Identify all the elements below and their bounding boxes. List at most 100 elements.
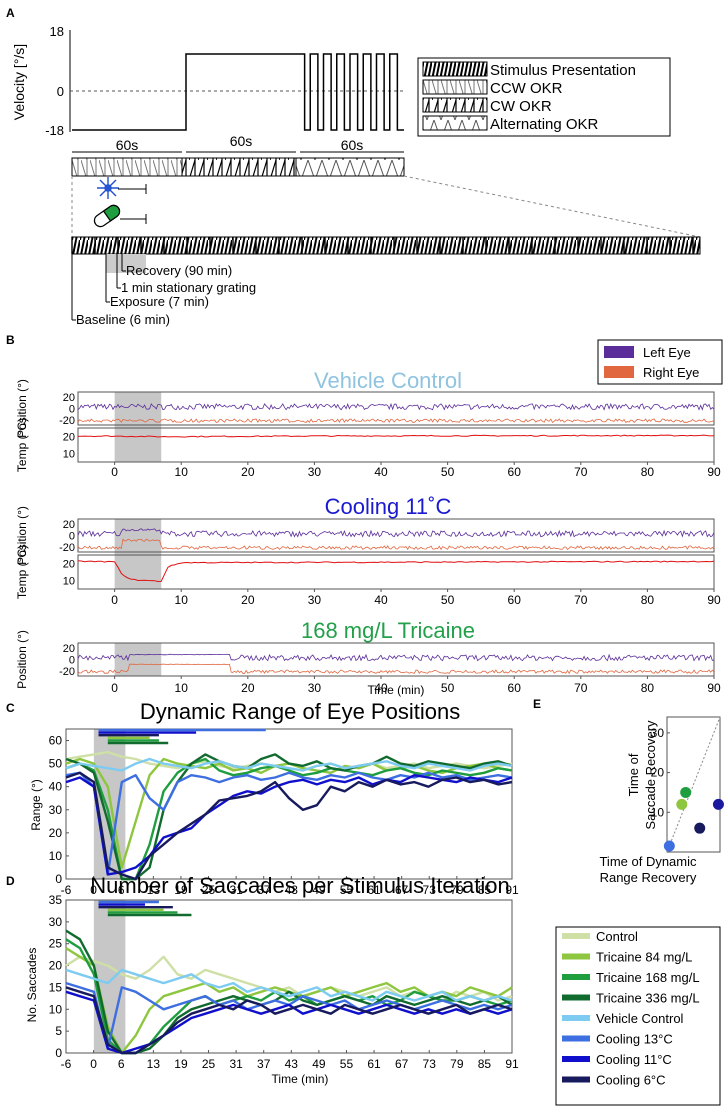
velocity-tick-0: 0 — [57, 84, 64, 99]
x-tick-label: 80 — [641, 681, 655, 695]
y-tick-label: 0 — [55, 1046, 62, 1060]
y-tick-label: 35 — [49, 893, 63, 907]
position-tick-label: -20 — [59, 666, 75, 678]
x-tick-label: 31 — [229, 883, 243, 897]
timeline-label-recovery: Recovery (90 min) — [126, 263, 232, 278]
scatter-point-tricaine-168-mg-l — [680, 786, 692, 798]
scatter-point-cooling-11-c — [712, 798, 724, 810]
position-plot-frame — [77, 642, 715, 677]
experiment-timeline — [71, 236, 701, 255]
legend-label-alternating: Alternating OKR — [490, 116, 599, 133]
panel-d-xlabel: Time (min) — [272, 1072, 329, 1086]
x-tick-label: 85 — [478, 883, 492, 897]
snowflake-icon — [97, 177, 119, 199]
x-tick-label: 60 — [508, 593, 522, 607]
series-line-vehicle-control — [65, 968, 513, 1002]
legend-label: Cooling 13°C — [596, 1032, 673, 1047]
timeline-label-grating: 1 min stationary grating — [121, 280, 256, 295]
y-tick-label: 50 — [49, 757, 63, 771]
condition-title-vehicle: Vehicle Control — [314, 368, 462, 393]
timeline-label-exposure: Exposure (7 min) — [110, 294, 209, 309]
x-tick-label: 20 — [241, 465, 255, 479]
y-tick-label: 10 — [49, 849, 63, 863]
x-tick-label: 0 — [111, 465, 118, 479]
legend-label: Tricaine 168 mg/L — [596, 970, 700, 985]
x-tick-label: 13 — [147, 1057, 161, 1071]
velocity-tick-18: 18 — [50, 24, 64, 39]
x-tick-label: 31 — [229, 1057, 243, 1071]
temperature-trace — [77, 560, 715, 583]
y-tick-label: 60 — [49, 734, 63, 748]
legend-swatch-cw — [422, 97, 488, 113]
y-tick-label: 20 — [49, 959, 63, 973]
alternating-wave-line — [298, 53, 404, 131]
right-eye-trace — [77, 538, 715, 551]
x-tick-label: 0 — [111, 681, 118, 695]
alternating-velocity-trace — [298, 53, 404, 131]
panel-c-title: Dynamic Range of Eye Positions — [140, 699, 460, 724]
position-axis-label: Position (°) — [15, 506, 29, 565]
x-tick-label: 10 — [175, 681, 189, 695]
x-tick-label: 40 — [374, 465, 388, 479]
position-plot-frame — [77, 391, 715, 426]
x-tick-label: 60 — [508, 465, 522, 479]
exposure-shade — [106, 254, 146, 273]
x-tick-label: 60 — [508, 681, 522, 695]
panel-e-ylabel-line2: Saccade Recovery — [643, 720, 658, 830]
x-tick-label: 67 — [395, 1057, 409, 1071]
scatter-frame — [666, 716, 721, 853]
y-tick-label: 20 — [49, 826, 63, 840]
series-line-cooling-11-c — [65, 774, 513, 876]
x-tick-label: 20 — [241, 681, 255, 695]
legend-swatch-alternating — [422, 115, 488, 131]
legend-swatch-left-eye — [604, 346, 634, 358]
condition-legend-items: Control Tricaine 84 mg/L Tricaine 168 mg/L… — [562, 929, 700, 1088]
legend-label: Tricaine 336 mg/L — [596, 991, 700, 1006]
position-axis-label: Position (°) — [15, 379, 29, 438]
temp-plot-frame — [77, 554, 715, 590]
exposure-shade-b — [114, 519, 162, 589]
legend-label-stimulus: Stimulus Presentation — [490, 62, 636, 79]
condition-title-cooling: Cooling 11˚C — [325, 494, 452, 519]
condition-title-tricaine: 168 mg/L Tricaine — [301, 618, 475, 643]
zoom-line-right — [403, 175, 701, 238]
x-tick-label: 50 — [441, 681, 455, 695]
x-tick-label: 30 — [308, 593, 322, 607]
x-tick-label: 73 — [423, 883, 437, 897]
x-tick-label: 73 — [423, 1057, 437, 1071]
y-tick-label: 5 — [55, 1024, 62, 1038]
x-tick-label: 37 — [257, 1057, 271, 1071]
temp-tick-label: 10 — [63, 449, 75, 461]
alternating-block — [295, 157, 405, 177]
x-tick-label: 55 — [340, 1057, 354, 1071]
exposure-shade-b — [114, 392, 162, 462]
right-eye-trace — [77, 418, 715, 424]
temp-plot-frame — [77, 427, 715, 463]
y-tick-label: 30 — [49, 803, 63, 817]
x-tick-label: 40 — [374, 681, 388, 695]
y-tick-label: 25 — [49, 937, 63, 951]
panel-letter-b: B — [6, 333, 15, 347]
x-tick-label: 19 — [174, 883, 188, 897]
position-tick-label: 20 — [63, 643, 75, 655]
x-tick-label: 90 — [707, 465, 721, 479]
temp-tick-label: 10 — [63, 576, 75, 588]
legend-label-ccw: CCW OKR — [490, 80, 563, 97]
panel-e-xlabel-line1: Time of Dynamic — [599, 854, 697, 869]
x-tick-label: 91 — [505, 1057, 519, 1071]
temp-tick-label: 20 — [63, 432, 75, 444]
x-tick-label: 55 — [340, 883, 354, 897]
y-tick-label: 10 — [651, 805, 665, 819]
x-tick-label: -6 — [61, 1057, 72, 1071]
x-tick-label: 79 — [450, 883, 464, 897]
legend-label-left-eye: Left Eye — [643, 345, 691, 360]
x-tick-label: 43 — [285, 883, 299, 897]
temp-axis-label: Temp (°C) — [15, 545, 29, 599]
y-tick-label: 15 — [49, 980, 63, 994]
series-line-vehicle-control — [65, 757, 513, 772]
x-tick-label: 67 — [395, 883, 409, 897]
stimulus-velocity-trace — [72, 53, 298, 131]
stimulus-legend — [417, 57, 671, 137]
